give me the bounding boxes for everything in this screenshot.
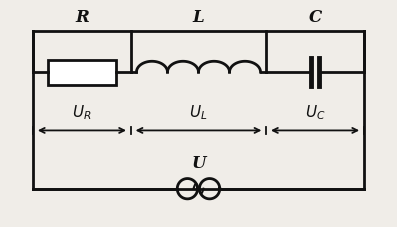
Text: $U_R$: $U_R$ <box>72 104 92 122</box>
Text: $U_C$: $U_C$ <box>305 104 326 122</box>
Text: C: C <box>308 9 322 26</box>
Text: R: R <box>75 9 89 26</box>
Text: $U_L$: $U_L$ <box>189 104 208 122</box>
Text: U: U <box>191 155 206 172</box>
Bar <box>48 60 116 84</box>
Text: L: L <box>193 9 204 26</box>
